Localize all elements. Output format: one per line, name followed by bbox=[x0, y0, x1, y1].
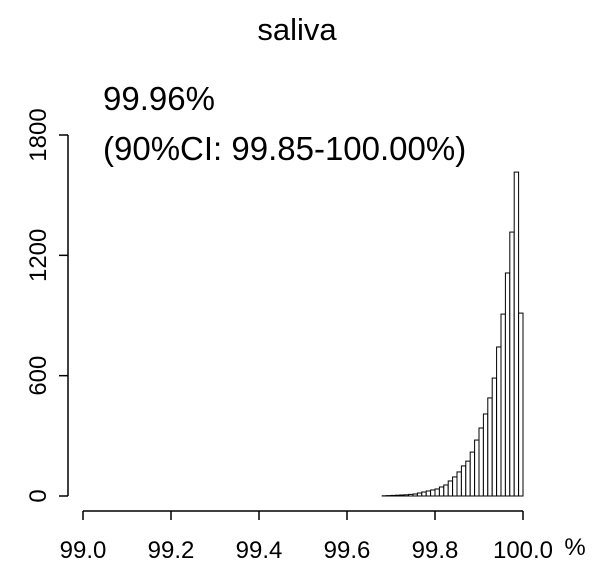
bar bbox=[482, 413, 489, 497]
bar bbox=[469, 451, 476, 497]
chart-title: saliva bbox=[257, 12, 337, 47]
y-tick-label: 1200 bbox=[25, 229, 52, 282]
bar bbox=[460, 465, 467, 497]
bar bbox=[500, 313, 506, 497]
bar bbox=[452, 476, 458, 497]
bar bbox=[474, 439, 480, 497]
bar bbox=[491, 377, 498, 497]
bar bbox=[421, 491, 427, 497]
bar bbox=[390, 494, 396, 497]
bar bbox=[496, 346, 502, 497]
y-tick-label: 0 bbox=[25, 489, 52, 502]
bar bbox=[465, 460, 471, 497]
bar bbox=[438, 486, 445, 497]
bar bbox=[443, 484, 449, 497]
bar bbox=[412, 493, 418, 497]
bar bbox=[456, 471, 462, 497]
bar bbox=[478, 427, 484, 497]
x-tick-label: 99.0 bbox=[60, 537, 107, 564]
bar bbox=[430, 489, 436, 497]
bar bbox=[394, 494, 401, 497]
bar bbox=[513, 171, 520, 497]
x-tick-label: 99.8 bbox=[412, 537, 459, 564]
bar bbox=[504, 272, 511, 497]
x-tick-label: 99.6 bbox=[324, 537, 371, 564]
bar bbox=[509, 231, 515, 497]
bar bbox=[447, 480, 454, 497]
x-tick-label: 99.2 bbox=[148, 537, 195, 564]
x-tick-label: 99.4 bbox=[236, 537, 283, 564]
bar bbox=[399, 494, 405, 497]
x-axis-label: % bbox=[564, 534, 585, 561]
y-tick-label: 1800 bbox=[25, 108, 52, 161]
bar bbox=[403, 494, 410, 497]
y-tick-label: 600 bbox=[25, 356, 52, 396]
annotation: 99.96% bbox=[103, 80, 215, 117]
bar bbox=[416, 492, 423, 497]
x-tick-label: 100.0 bbox=[493, 537, 553, 564]
annotation: (90%CI: 99.85-100.00%) bbox=[103, 130, 466, 167]
bar bbox=[434, 488, 440, 497]
bar bbox=[487, 397, 493, 497]
bar bbox=[518, 312, 524, 497]
bar bbox=[408, 493, 414, 497]
bar bbox=[425, 490, 432, 497]
